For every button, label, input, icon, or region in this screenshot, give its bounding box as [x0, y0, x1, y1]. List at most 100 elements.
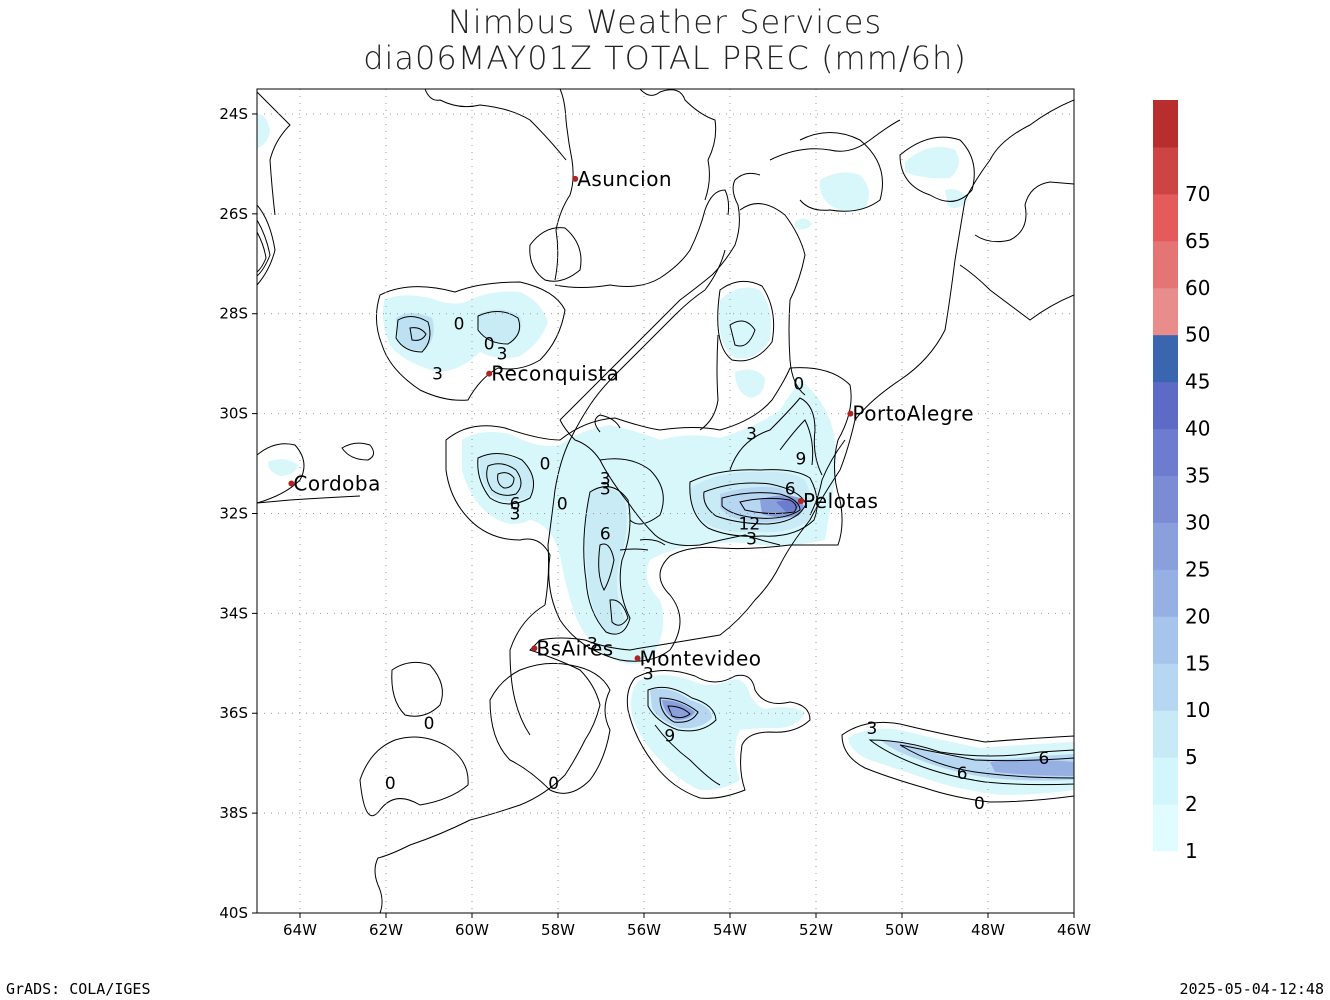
colorbar-swatch — [1153, 287, 1178, 336]
colorbar-label: 25 — [1185, 557, 1210, 581]
precip-shading — [257, 114, 1074, 795]
river-parana — [544, 249, 726, 606]
colorbar-swatch — [1153, 710, 1178, 758]
contour-lines — [257, 91, 1074, 817]
contour-label: 9 — [664, 727, 675, 747]
city-label: Pelotas — [803, 489, 878, 513]
rio-uruguay-detail — [619, 539, 666, 551]
colorbar-swatch — [1153, 616, 1178, 664]
colorbar-swatch — [1153, 100, 1178, 148]
precip-area-ne-4 — [945, 189, 968, 208]
city-label: Asuncion — [577, 167, 672, 191]
colorbar-label: 35 — [1185, 464, 1210, 488]
x-tick-label: 50W — [885, 921, 919, 939]
y-tick-label: 36S — [219, 704, 248, 722]
colorbar-swatch — [1153, 381, 1178, 430]
contour-label: 0 — [484, 335, 495, 355]
colorbar-swatch — [1153, 428, 1178, 476]
y-tick-label: 40S — [219, 904, 248, 922]
precip-area-ne-2 — [905, 146, 959, 179]
city-label: BsAires — [536, 636, 613, 660]
contour-label: 0 — [540, 455, 551, 475]
colorbar-label: 45 — [1185, 370, 1210, 394]
colorbar-swatch — [1153, 569, 1178, 617]
contour-label: 6 — [957, 764, 968, 784]
colorbar-label: 65 — [1185, 229, 1210, 253]
argentina-prov-2 — [509, 604, 546, 736]
precip-area-montevideo-3 — [662, 700, 695, 720]
river-pilcomayo — [424, 89, 567, 161]
x-tick-label: 46W — [1057, 921, 1091, 939]
y-tick-label: 28S — [219, 305, 248, 323]
colorbar-swatch — [1153, 146, 1178, 195]
x-tick-label: 56W — [627, 921, 661, 939]
colorbar-label: 1 — [1185, 839, 1198, 863]
contour-label: 3 — [746, 529, 757, 549]
city-marker-icon — [634, 655, 641, 662]
sp-border — [974, 181, 1074, 243]
city-marker-icon — [797, 498, 804, 504]
y-tick-label: 24S — [219, 105, 248, 123]
x-tick-label: 48W — [971, 921, 1005, 939]
chart-subtitle: dia06MAY01Z TOTAL PREC (mm/6h) — [363, 39, 967, 77]
precip-area-south-band-3 — [990, 760, 1074, 776]
contour-label: 0 — [557, 494, 568, 514]
colorbar-label: 60 — [1185, 276, 1210, 300]
colorbar-label: 70 — [1185, 182, 1210, 206]
y-tick-label: 26S — [219, 205, 248, 223]
contour-label: 3 — [432, 365, 443, 385]
contour-label: 0 — [385, 774, 396, 794]
contour-label: 0 — [793, 375, 804, 395]
chart-title: Nimbus Weather Services — [447, 3, 883, 41]
colorbar-swatch — [1153, 804, 1178, 852]
contour-label: 3 — [587, 634, 598, 654]
colorbar-label: 40 — [1185, 417, 1210, 441]
city-marker-icon — [847, 410, 854, 417]
y-tick-label: 30S — [219, 405, 248, 423]
y-tick-label: 34S — [219, 604, 248, 622]
contour-label: 3 — [600, 480, 611, 500]
contour-label: 3 — [643, 664, 654, 684]
x-tick-label: 52W — [799, 921, 833, 939]
lake-1 — [341, 442, 374, 461]
sc-rs-border — [699, 334, 719, 431]
contour-label: 9 — [796, 450, 807, 470]
uruguay-border — [594, 414, 621, 433]
colorbar-swatch — [1153, 757, 1178, 805]
precip-area-uruguay — [585, 486, 627, 634]
y-tick-label: 38S — [219, 804, 248, 822]
coastline — [374, 99, 1074, 913]
contour-label: 3 — [510, 504, 521, 524]
country-border-argentina-brazil — [559, 172, 761, 421]
argentina-prov-1 — [257, 495, 361, 504]
country-border-brazil-uruguay — [559, 419, 781, 546]
colorbar-label: 5 — [1185, 745, 1198, 769]
colorbar-label: 50 — [1185, 323, 1210, 347]
footer-credit: GrADS: COLA/IGES — [6, 980, 151, 998]
precip-area-north-2 — [735, 369, 765, 398]
city-marker-icon — [486, 370, 493, 377]
y-tick-label: 32S — [219, 504, 248, 522]
city-marker-icon — [531, 645, 538, 652]
precip-area-cordoba — [268, 459, 298, 476]
country-border-paraguay — [554, 189, 730, 288]
contour-label: 6 — [600, 524, 611, 544]
contour-label: 3 — [746, 425, 757, 445]
contour-label: 3 — [600, 470, 611, 490]
contour-label: 0 — [454, 315, 465, 335]
cities: Asuncion Reconquista Cordoba PortoAlegre Pel… — [288, 167, 974, 670]
contour-label: 6 — [785, 480, 796, 500]
contour-label: 0 — [548, 774, 559, 794]
colorbar-label: 10 — [1185, 698, 1210, 722]
x-tick-label: 54W — [713, 921, 747, 939]
plot-frame — [256, 88, 1075, 914]
colorbar-label: 2 — [1185, 792, 1198, 816]
x-tick-label: 60W — [455, 921, 489, 939]
parana-state — [769, 119, 901, 161]
precip-area-reconquista-core — [396, 313, 434, 351]
colorbar-swatch — [1153, 193, 1178, 242]
precip-area-west-edge — [257, 114, 270, 148]
precip-area-north — [719, 287, 772, 359]
city-label: Cordoba — [293, 472, 380, 496]
